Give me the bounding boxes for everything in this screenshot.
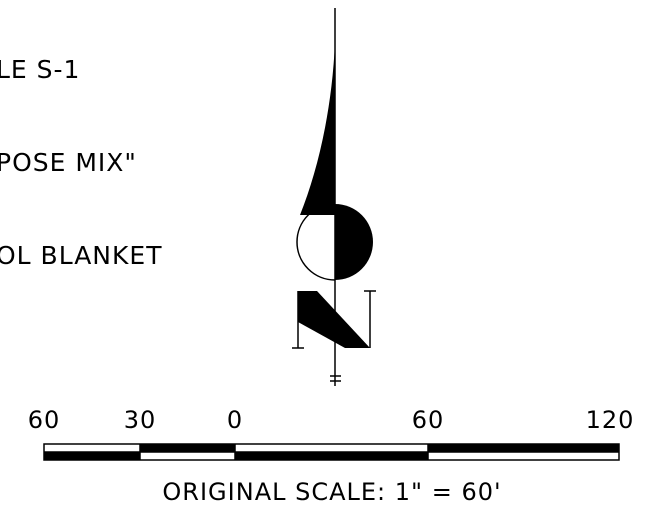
scale-tick-label-120: 120 [585, 406, 635, 434]
callout-note-line-1: LE S-1 [0, 55, 81, 84]
scale-bar [43, 443, 620, 461]
north-arrow [292, 8, 376, 386]
scale-tick-label-60-left: 60 [27, 406, 61, 434]
scale-segment-lower-2 [235, 452, 428, 460]
north-letter-n [292, 290, 376, 349]
scale-caption: ORIGINAL SCALE: 1" = 60' [162, 478, 502, 506]
scale-segment-lower-1 [44, 452, 140, 460]
scale-segment-upper-2 [428, 444, 619, 452]
scale-tick-label-60-right: 60 [411, 406, 445, 434]
callout-note-line-3: OL BLANKET [0, 241, 163, 270]
north-arrow-blade [300, 42, 335, 215]
callout-note-line-2: POSE MIX" [0, 148, 137, 177]
north-arrow-circle-filled-half [335, 204, 373, 280]
north-arrow-circle-open-half [296, 203, 336, 281]
scale-tick-label-0: 0 [226, 406, 244, 434]
scale-tick-label-30: 30 [123, 406, 157, 434]
callout-note: LE S-1 POSE MIX" OL BLANKET [0, 0, 162, 302]
scale-segment-upper-1 [140, 444, 235, 452]
